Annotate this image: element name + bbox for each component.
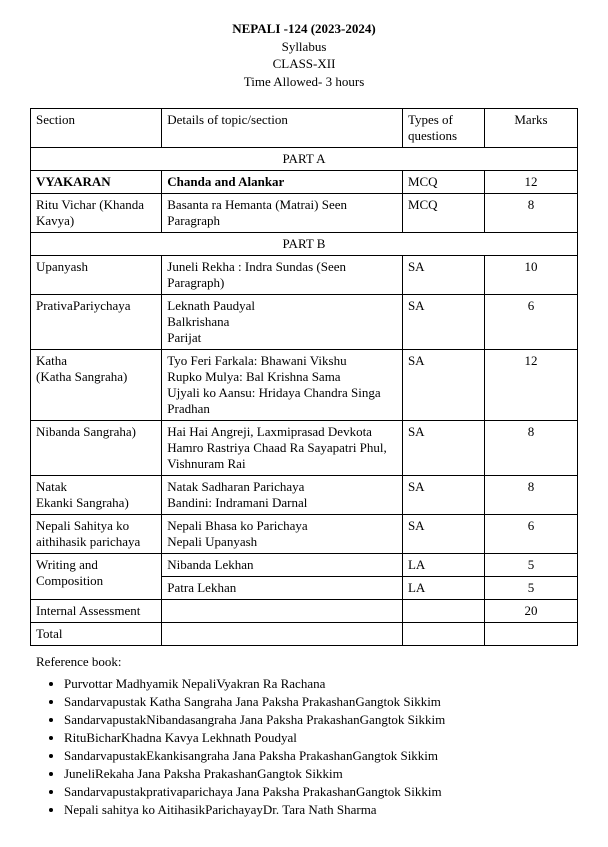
cell-details: Leknath Paudyal Balkrishana Parijat [162, 295, 403, 350]
part-b-row: PART B [31, 233, 578, 256]
table-header-row: Section Details of topic/section Types o… [31, 109, 578, 148]
col-details: Details of topic/section [162, 109, 403, 148]
cell-section: Natak Ekanki Sangraha) [31, 476, 162, 515]
cell-details: Basanta ra Hemanta (Matrai) Seen Paragra… [162, 194, 403, 233]
table-row: VYAKARAN Chanda and Alankar MCQ 12 [31, 171, 578, 194]
cell-section: PrativaPariychaya [31, 295, 162, 350]
cell-section: Upanyash [31, 256, 162, 295]
cell-section: Nepali Sahitya ko aithihasik parichaya [31, 515, 162, 554]
cell-details [162, 623, 403, 646]
cell-types: LA [402, 554, 484, 577]
cell-details [162, 600, 403, 623]
list-item: SandarvapustakEkankisangraha Jana Paksha… [64, 748, 578, 764]
cell-types [402, 600, 484, 623]
part-a-row: PART A [31, 148, 578, 171]
cell-types: LA [402, 577, 484, 600]
cell-marks: 8 [484, 194, 577, 233]
cell-section: VYAKARAN [31, 171, 162, 194]
cell-marks: 20 [484, 600, 577, 623]
cell-marks: 12 [484, 171, 577, 194]
doc-title: NEPALI -124 (2023-2024) [30, 20, 578, 38]
list-item: JuneliRekaha Jana Paksha PrakashanGangto… [64, 766, 578, 782]
cell-marks: 5 [484, 577, 577, 600]
cell-types: MCQ [402, 194, 484, 233]
cell-marks [484, 623, 577, 646]
cell-marks: 6 [484, 295, 577, 350]
part-a-label: PART A [31, 148, 578, 171]
cell-types: SA [402, 256, 484, 295]
reference-label: Reference book: [36, 654, 578, 670]
cell-types: SA [402, 421, 484, 476]
cell-details: Hai Hai Angreji, Laxmiprasad Devkota Ham… [162, 421, 403, 476]
list-item: RituBicharKhadna Kavya Lekhnath Poudyal [64, 730, 578, 746]
cell-types [402, 623, 484, 646]
cell-types: SA [402, 295, 484, 350]
cell-section: Internal Assessment [31, 600, 162, 623]
cell-details: Tyo Feri Farkala: Bhawani Vikshu Rupko M… [162, 350, 403, 421]
doc-subtitle-1: Syllabus [30, 38, 578, 56]
reference-block: Reference book: Purvottar Madhyamik Nepa… [30, 654, 578, 818]
cell-marks: 6 [484, 515, 577, 554]
cell-types: SA [402, 515, 484, 554]
doc-subtitle-3: Time Allowed- 3 hours [30, 73, 578, 91]
col-section: Section [31, 109, 162, 148]
cell-details: Chanda and Alankar [162, 171, 403, 194]
cell-section: Ritu Vichar (Khanda Kavya) [31, 194, 162, 233]
cell-types: SA [402, 476, 484, 515]
cell-marks: 8 [484, 476, 577, 515]
reference-list: Purvottar Madhyamik NepaliVyakran Ra Rac… [64, 676, 578, 818]
doc-subtitle-2: CLASS-XII [30, 55, 578, 73]
cell-details: Juneli Rekha : Indra Sundas (Seen Paragr… [162, 256, 403, 295]
table-row: Writing and Composition Nibanda Lekhan L… [31, 554, 578, 577]
cell-details: Nibanda Lekhan [162, 554, 403, 577]
list-item: Sandarvapustakprativaparichaya Jana Paks… [64, 784, 578, 800]
table-row: Internal Assessment 20 [31, 600, 578, 623]
header-block: NEPALI -124 (2023-2024) Syllabus CLASS-X… [30, 20, 578, 90]
syllabus-table: Section Details of topic/section Types o… [30, 108, 578, 646]
cell-marks: 10 [484, 256, 577, 295]
cell-marks: 12 [484, 350, 577, 421]
cell-section: Total [31, 623, 162, 646]
table-row: Total [31, 623, 578, 646]
cell-marks: 5 [484, 554, 577, 577]
col-marks: Marks [484, 109, 577, 148]
cell-section: Writing and Composition [31, 554, 162, 600]
cell-types: SA [402, 350, 484, 421]
part-b-label: PART B [31, 233, 578, 256]
table-row: Katha (Katha Sangraha) Tyo Feri Farkala:… [31, 350, 578, 421]
col-types: Types of questions [402, 109, 484, 148]
cell-details: Patra Lekhan [162, 577, 403, 600]
list-item: Sandarvapustak Katha Sangraha Jana Paksh… [64, 694, 578, 710]
table-row: Upanyash Juneli Rekha : Indra Sundas (Se… [31, 256, 578, 295]
cell-marks: 8 [484, 421, 577, 476]
list-item: Nepali sahitya ko AitihasikParichayayDr.… [64, 802, 578, 818]
table-row: Ritu Vichar (Khanda Kavya) Basanta ra He… [31, 194, 578, 233]
cell-section: Katha (Katha Sangraha) [31, 350, 162, 421]
table-row: Nibanda Sangraha) Hai Hai Angreji, Laxmi… [31, 421, 578, 476]
table-row: Nepali Sahitya ko aithihasik parichaya N… [31, 515, 578, 554]
table-row: PrativaPariychaya Leknath Paudyal Balkri… [31, 295, 578, 350]
cell-section: Nibanda Sangraha) [31, 421, 162, 476]
table-row: Natak Ekanki Sangraha) Natak Sadharan Pa… [31, 476, 578, 515]
list-item: Purvottar Madhyamik NepaliVyakran Ra Rac… [64, 676, 578, 692]
cell-details: Natak Sadharan Parichaya Bandini: Indram… [162, 476, 403, 515]
cell-types: MCQ [402, 171, 484, 194]
cell-details: Nepali Bhasa ko Parichaya Nepali Upanyas… [162, 515, 403, 554]
list-item: SandarvapustakNibandasangraha Jana Paksh… [64, 712, 578, 728]
